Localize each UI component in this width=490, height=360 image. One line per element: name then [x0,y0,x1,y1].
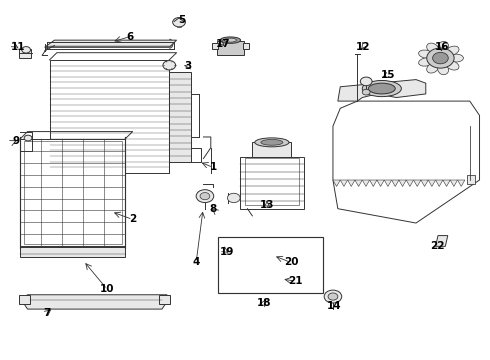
Text: 19: 19 [220,247,234,257]
Ellipse shape [446,46,459,55]
Circle shape [427,48,454,68]
Polygon shape [436,180,443,186]
Polygon shape [23,295,169,309]
Text: 17: 17 [216,40,230,49]
Circle shape [324,290,342,303]
Text: 16: 16 [435,42,449,52]
Polygon shape [399,180,406,186]
Bar [19,49,31,58]
Polygon shape [355,180,362,186]
Polygon shape [369,180,377,186]
Polygon shape [240,273,274,280]
Polygon shape [362,180,369,186]
Ellipse shape [438,41,449,52]
Ellipse shape [368,83,395,94]
Text: 4: 4 [193,257,200,267]
Ellipse shape [446,61,459,70]
Ellipse shape [438,64,449,75]
Bar [20,139,125,246]
Bar [49,60,169,173]
Circle shape [360,77,372,86]
Ellipse shape [261,139,283,145]
Text: 12: 12 [356,42,370,51]
Circle shape [24,135,32,141]
Text: 20: 20 [284,257,298,267]
Bar [240,157,304,209]
Text: 5: 5 [178,15,185,26]
Text: 2: 2 [129,215,136,224]
Polygon shape [436,235,448,246]
Ellipse shape [362,81,401,96]
Text: 14: 14 [327,301,342,311]
Polygon shape [450,180,458,186]
Polygon shape [421,180,428,186]
Text: 13: 13 [260,200,274,210]
Bar [245,158,299,205]
Bar [218,237,323,293]
Circle shape [227,193,240,203]
Text: 15: 15 [381,70,395,80]
Text: 1: 1 [210,162,217,172]
Ellipse shape [220,37,241,43]
Bar [24,141,122,244]
Circle shape [362,89,370,95]
Polygon shape [384,180,392,186]
Text: 6: 6 [126,32,134,41]
Text: 21: 21 [288,276,303,286]
Polygon shape [340,180,347,186]
Circle shape [262,275,272,282]
Circle shape [196,190,214,203]
Bar [20,247,125,257]
Text: 3: 3 [184,61,192,71]
Circle shape [163,60,175,70]
Text: 7: 7 [44,308,51,318]
Polygon shape [45,40,176,47]
Circle shape [259,251,266,256]
Polygon shape [377,180,384,186]
Ellipse shape [418,58,433,66]
Circle shape [255,248,269,258]
Bar [217,41,244,55]
Bar [159,295,170,304]
Circle shape [200,193,210,200]
Bar [212,42,218,49]
Text: 8: 8 [210,204,217,215]
Polygon shape [392,180,399,186]
Text: 9: 9 [13,136,20,145]
Polygon shape [406,180,414,186]
Bar [252,142,292,157]
Bar [169,72,191,162]
Ellipse shape [427,43,439,53]
Polygon shape [338,80,426,101]
Polygon shape [443,180,450,186]
Polygon shape [414,180,421,186]
Bar [243,42,249,49]
Text: 10: 10 [100,284,115,294]
Ellipse shape [255,138,289,147]
Polygon shape [230,259,270,284]
Polygon shape [333,101,480,223]
Polygon shape [333,180,340,186]
Polygon shape [458,180,465,186]
Circle shape [229,249,241,258]
Circle shape [172,18,185,27]
Ellipse shape [224,38,237,42]
Circle shape [433,52,448,64]
Circle shape [328,293,338,300]
Ellipse shape [449,54,464,62]
Polygon shape [428,180,436,186]
Bar [19,295,30,304]
Ellipse shape [427,63,439,73]
Text: 22: 22 [430,241,444,251]
Bar [467,175,475,184]
Text: 18: 18 [256,298,271,308]
Text: 11: 11 [11,42,25,52]
Ellipse shape [418,50,433,58]
Polygon shape [347,180,355,186]
Circle shape [22,46,30,53]
